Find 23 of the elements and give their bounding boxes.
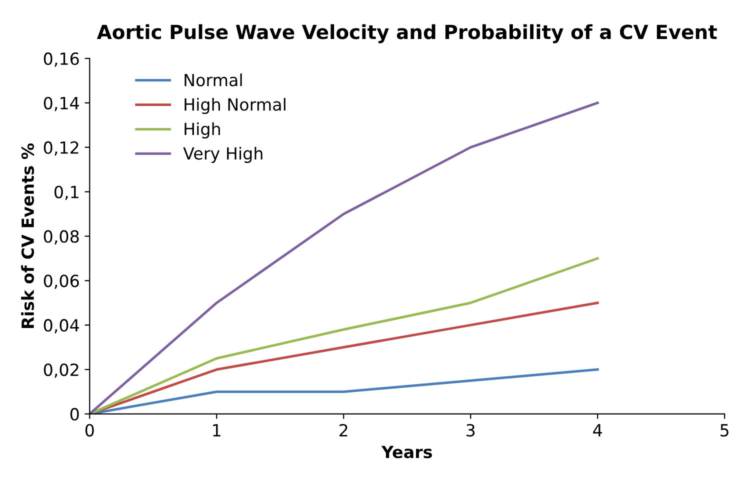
legend-label: High xyxy=(184,122,220,138)
y-tick-label: 0,02 xyxy=(44,363,78,378)
chart-title: Aortic Pulse Wave Velocity and Probability of a CV Event xyxy=(96,24,717,44)
y-tick-label: 0,06 xyxy=(44,274,79,289)
legend-label: High Normal xyxy=(184,98,286,114)
x-tick-label: 0 xyxy=(85,424,94,437)
y-tick-label: 0,04 xyxy=(44,319,79,334)
y-tick-label: 0,14 xyxy=(44,96,79,112)
x-axis-title: Years xyxy=(381,446,432,458)
y-tick-label: 0 xyxy=(70,408,79,421)
legend-label: Very High xyxy=(183,146,262,163)
y-axis-title: Risk of CV Events % xyxy=(21,143,34,328)
y-tick-label: 0,12 xyxy=(44,141,78,156)
x-tick-label: 4 xyxy=(593,424,602,436)
y-tick-label: 0,08 xyxy=(44,230,79,244)
y-tick-label: 0,1 xyxy=(54,186,78,200)
x-tick-label: 1 xyxy=(213,424,220,436)
y-tick-label: 0,16 xyxy=(44,52,79,67)
x-tick-label: 3 xyxy=(466,424,475,437)
legend-label: Normal xyxy=(184,73,242,86)
x-tick-label: 5 xyxy=(720,424,728,437)
x-tick-label: 2 xyxy=(340,424,348,436)
line-series xyxy=(90,257,599,414)
